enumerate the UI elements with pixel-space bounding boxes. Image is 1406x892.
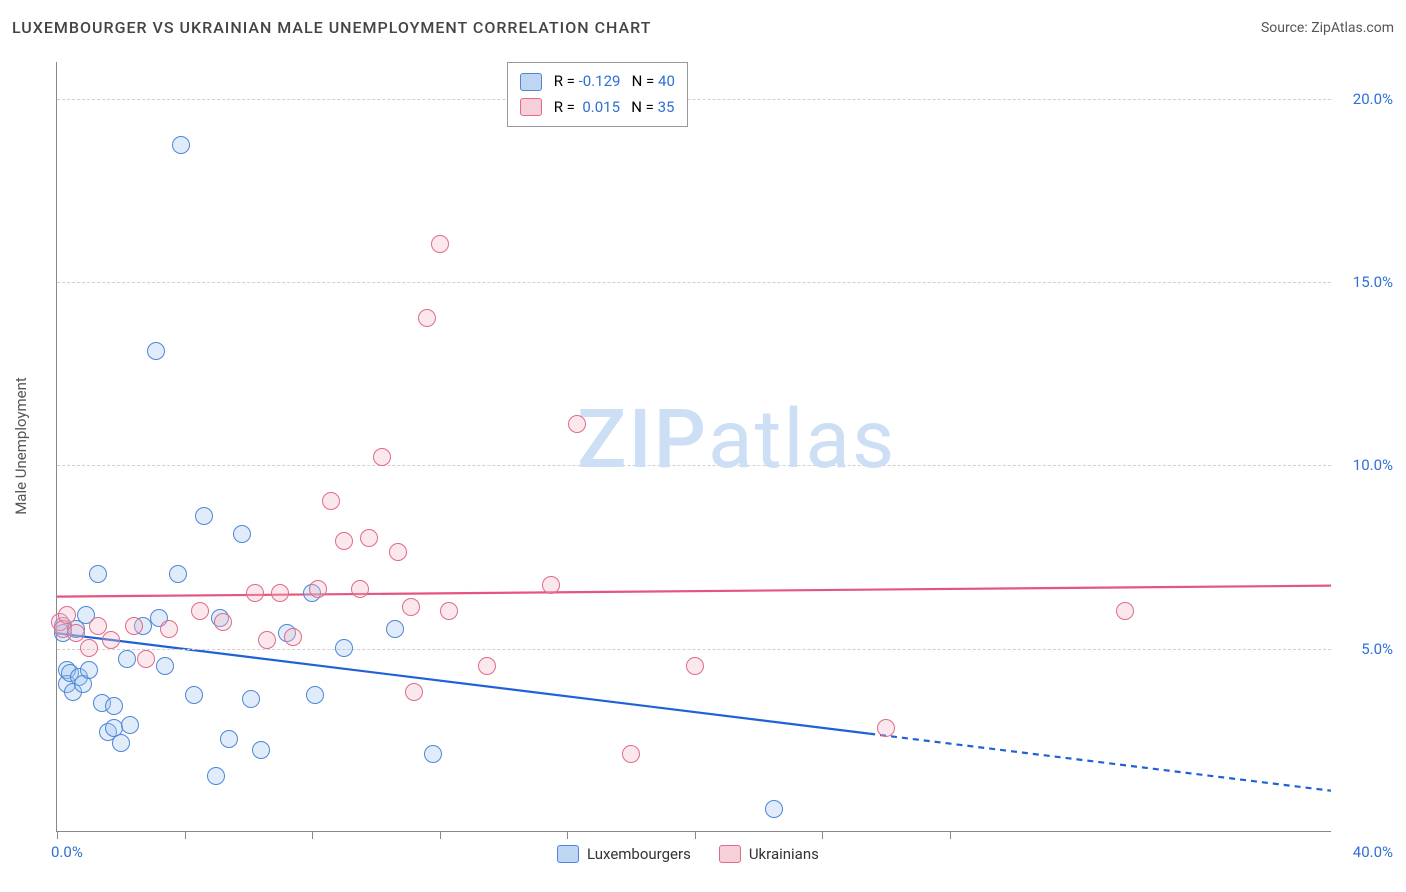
x-max-label: 40.0% <box>1353 843 1393 861</box>
data-point <box>252 741 270 759</box>
data-point <box>89 617 107 635</box>
data-point <box>765 800 783 818</box>
data-point <box>137 650 155 668</box>
legend-row: R = 0.015 N = 35 <box>520 95 675 121</box>
trend-lines <box>57 62 1331 831</box>
data-point <box>156 657 174 675</box>
legend-swatch <box>520 98 542 116</box>
data-point <box>424 745 442 763</box>
data-point <box>271 584 289 602</box>
data-point <box>542 576 560 594</box>
trend-line <box>869 734 1331 791</box>
data-point <box>405 683 423 701</box>
y-tick-label: 10.0% <box>1353 456 1393 474</box>
data-point <box>112 734 130 752</box>
correlation-legend: R = -0.129 N = 40 R = 0.015 N = 35 <box>507 62 688 127</box>
data-point <box>284 628 302 646</box>
x-tick <box>567 831 568 839</box>
data-point <box>214 613 232 631</box>
gridline <box>57 465 1331 466</box>
data-point <box>335 639 353 657</box>
data-point <box>160 620 178 638</box>
legend-swatch <box>520 73 542 91</box>
x-tick <box>57 831 58 839</box>
data-point <box>418 309 436 327</box>
data-point <box>1116 602 1134 620</box>
data-point <box>207 767 225 785</box>
gridline <box>57 99 1331 100</box>
y-tick-label: 5.0% <box>1361 640 1393 658</box>
data-point <box>89 565 107 583</box>
data-point <box>258 631 276 649</box>
data-point <box>440 602 458 620</box>
scatter-plot: 5.0%10.0%15.0%20.0%0.0%40.0%ZIPatlas R =… <box>56 62 1331 832</box>
gridline <box>57 649 1331 650</box>
data-point <box>242 690 260 708</box>
data-point <box>233 525 251 543</box>
data-point <box>335 532 353 550</box>
data-point <box>351 580 369 598</box>
data-point <box>622 745 640 763</box>
data-point <box>220 730 238 748</box>
data-point <box>877 719 895 737</box>
data-point <box>169 565 187 583</box>
data-point <box>322 492 340 510</box>
data-point <box>191 602 209 620</box>
data-point <box>185 686 203 704</box>
y-tick-label: 15.0% <box>1353 273 1393 291</box>
data-point <box>105 697 123 715</box>
x-min-label: 0.0% <box>51 843 83 861</box>
data-point <box>80 639 98 657</box>
legend-swatch <box>719 845 741 863</box>
data-point <box>360 529 378 547</box>
y-tick-label: 20.0% <box>1353 90 1393 108</box>
data-point <box>306 686 324 704</box>
data-point <box>147 342 165 360</box>
legend-label: Luxembourgers <box>587 845 691 863</box>
legend-stats: R = 0.015 N = 35 <box>550 95 674 121</box>
data-point <box>478 657 496 675</box>
x-tick <box>695 831 696 839</box>
series-legend: Luxembourgers Ukrainians <box>557 845 819 863</box>
data-point <box>389 543 407 561</box>
x-tick <box>950 831 951 839</box>
data-point <box>118 650 136 668</box>
data-point <box>102 631 120 649</box>
gridline <box>57 282 1331 283</box>
x-tick <box>822 831 823 839</box>
data-point <box>309 580 327 598</box>
data-point <box>195 507 213 525</box>
data-point <box>402 598 420 616</box>
data-point <box>67 624 85 642</box>
y-axis-label: Male Unemployment <box>12 377 30 515</box>
x-tick <box>185 831 186 839</box>
x-tick <box>440 831 441 839</box>
data-point <box>58 606 76 624</box>
watermark: ZIPatlas <box>577 392 896 488</box>
data-point <box>386 620 404 638</box>
data-point <box>568 415 586 433</box>
data-point <box>686 657 704 675</box>
legend-item: Luxembourgers <box>557 845 691 863</box>
x-tick <box>312 831 313 839</box>
data-point <box>125 617 143 635</box>
data-point <box>431 235 449 253</box>
data-point <box>80 661 98 679</box>
legend-swatch <box>557 845 579 863</box>
header-bar: LUXEMBOURGER VS UKRAINIAN MALE UNEMPLOYM… <box>12 18 1394 37</box>
legend-stats: R = -0.129 N = 40 <box>550 69 675 95</box>
legend-row: R = -0.129 N = 40 <box>520 69 675 95</box>
y-axis-label-wrap: Male Unemployment <box>6 0 36 892</box>
source-label: Source: ZipAtlas.com <box>1261 20 1394 36</box>
data-point <box>121 716 139 734</box>
legend-item: Ukrainians <box>719 845 819 863</box>
data-point <box>172 136 190 154</box>
data-point <box>246 584 264 602</box>
chart-title: LUXEMBOURGER VS UKRAINIAN MALE UNEMPLOYM… <box>12 18 651 37</box>
legend-label: Ukrainians <box>749 845 819 863</box>
data-point <box>373 448 391 466</box>
